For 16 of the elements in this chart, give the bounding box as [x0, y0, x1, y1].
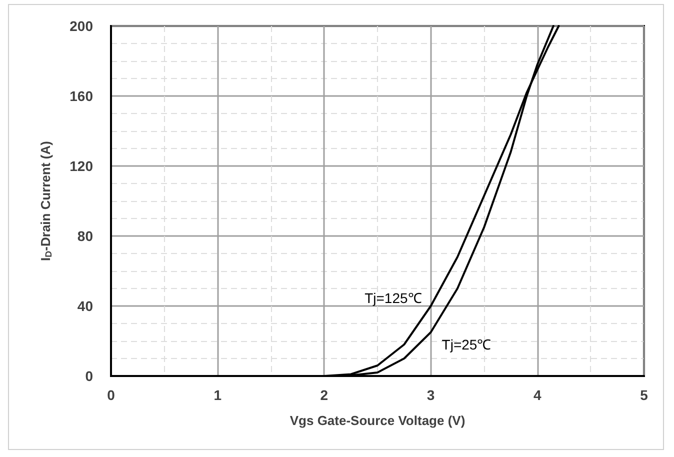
y-tick-label: 160	[70, 88, 94, 104]
x-tick-label: 4	[534, 387, 542, 403]
y-tick-label: 120	[70, 158, 94, 174]
series-label: Tj=125℃	[364, 290, 422, 306]
y-tick-label: 0	[85, 368, 94, 384]
y-axis-title: ID-Drain Current (A)	[38, 141, 54, 261]
x-tick-label: 0	[107, 387, 116, 403]
x-axis-title: Vgs Gate-Source Voltage (V)	[290, 413, 466, 428]
y-tick-label: 200	[70, 18, 94, 34]
x-tick-label: 5	[640, 387, 648, 403]
y-tick-label: 80	[77, 228, 94, 244]
x-tick-label: 2	[320, 387, 328, 403]
x-tick-label: 1	[214, 387, 222, 403]
x-tick-label: 3	[426, 387, 435, 403]
y-tick-label: 40	[77, 298, 94, 314]
series-label: Tj=25℃	[442, 336, 492, 352]
